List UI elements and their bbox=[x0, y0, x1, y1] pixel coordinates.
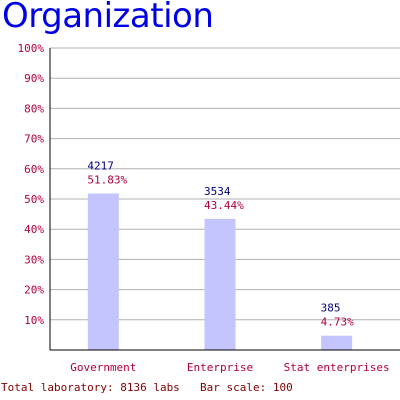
y-tick-label: 20% bbox=[24, 284, 44, 297]
y-tick-label: 100% bbox=[18, 42, 45, 55]
bar-value-label: 4.73% bbox=[321, 316, 354, 329]
label-layer: 10% 20% 30% 40% 50% 60% 70% 80% 90% 100% 421751.83… bbox=[18, 42, 390, 374]
y-tick-label: 30% bbox=[24, 253, 44, 266]
footer-total: Total laboratory: 8136 labs bbox=[1, 381, 180, 394]
footer-scale: Bar scale: 100 bbox=[200, 381, 293, 394]
chart-title: Organization bbox=[2, 0, 214, 36]
bar bbox=[321, 335, 353, 350]
x-category-label: Stat enterprises bbox=[284, 361, 390, 374]
x-category-label: Government bbox=[70, 361, 136, 374]
bar-value-label: 43.44% bbox=[204, 199, 244, 212]
y-tick-label: 10% bbox=[24, 314, 44, 327]
y-tick-label: 60% bbox=[24, 163, 44, 176]
y-tick-label: 80% bbox=[24, 102, 44, 115]
bar-count-label: 4217 bbox=[87, 159, 114, 172]
bar-layer bbox=[87, 193, 353, 350]
y-tick-label: 90% bbox=[24, 72, 44, 85]
bar-count-label: 385 bbox=[321, 302, 341, 315]
bar-value-label: 51.83% bbox=[87, 173, 127, 186]
x-category-label: Enterprise bbox=[187, 361, 253, 374]
bar-count-label: 3534 bbox=[204, 185, 231, 198]
y-tick-label: 50% bbox=[24, 193, 44, 206]
bar bbox=[87, 193, 119, 350]
y-tick-label: 70% bbox=[24, 133, 44, 146]
y-tick-label: 40% bbox=[24, 223, 44, 236]
bar bbox=[204, 218, 236, 350]
